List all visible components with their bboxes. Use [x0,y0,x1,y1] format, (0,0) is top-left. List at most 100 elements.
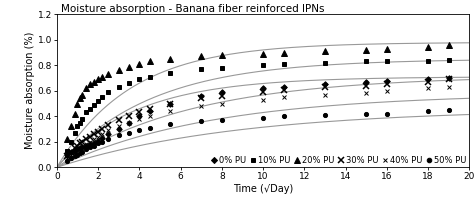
10% PU [198,68,204,70]
20% PU [363,49,369,51]
50% PU [322,114,328,116]
30% PU [74,144,80,147]
40% PU [425,87,431,89]
40% PU [126,121,132,124]
0% PU [137,115,142,118]
30% PU [100,128,105,130]
40% PU [95,135,101,138]
30% PU [73,147,78,149]
40% PU [116,125,121,128]
0% PU [260,87,266,89]
30% PU [167,102,173,105]
50% PU [74,153,80,156]
50% PU [126,132,132,134]
20% PU [384,48,390,50]
0% PU [64,153,70,156]
20% PU [95,78,101,81]
10% PU [446,59,451,61]
Y-axis label: Moisture absorption (%): Moisture absorption (%) [25,32,35,150]
50% PU [137,129,142,132]
0% PU [77,147,82,149]
40% PU [91,138,97,140]
10% PU [363,60,369,63]
30% PU [425,81,431,83]
Text: Moisture absorption - Banana fiber reinforced IPNs: Moisture absorption - Banana fiber reinf… [61,3,325,13]
30% PU [322,86,328,88]
30% PU [137,111,142,114]
30% PU [68,151,74,153]
50% PU [167,123,173,125]
20% PU [425,46,431,49]
10% PU [73,132,78,134]
10% PU [87,107,93,110]
50% PU [363,112,369,115]
0% PU [73,150,78,152]
50% PU [77,152,82,154]
0% PU [425,78,431,81]
40% PU [167,110,173,112]
20% PU [219,54,225,56]
10% PU [100,96,105,98]
20% PU [73,112,78,115]
40% PU [281,96,286,98]
0% PU [446,77,451,79]
20% PU [322,50,328,52]
20% PU [74,102,80,105]
40% PU [137,118,142,120]
30% PU [116,119,121,121]
0% PU [83,144,89,147]
Line: 20% PU: 20% PU [64,42,451,142]
Line: 10% PU: 10% PU [65,58,451,153]
Line: 30% PU: 30% PU [64,76,451,159]
20% PU [116,69,121,72]
30% PU [384,83,390,86]
10% PU [219,67,225,69]
40% PU [87,141,93,143]
0% PU [384,79,390,82]
50% PU [87,146,93,148]
30% PU [87,135,93,138]
0% PU [91,142,97,144]
30% PU [363,84,369,87]
40% PU [446,86,451,88]
0% PU [322,83,328,86]
40% PU [322,93,328,96]
50% PU [106,138,111,140]
Line: 40% PU: 40% PU [65,85,451,161]
40% PU [198,105,204,107]
50% PU [260,116,266,119]
40% PU [68,153,74,156]
10% PU [79,118,84,120]
10% PU [64,150,70,152]
40% PU [79,146,84,148]
30% PU [446,78,451,81]
Legend: 0% PU, 10% PU, 20% PU, 30% PU, 40% PU, 50% PU: 0% PU, 10% PU, 20% PU, 30% PU, 40% PU, 5… [211,156,467,165]
10% PU [167,72,173,74]
20% PU [64,138,70,140]
20% PU [91,81,97,83]
10% PU [77,121,82,124]
0% PU [126,121,132,124]
40% PU [147,115,153,118]
20% PU [77,97,82,100]
0% PU [79,146,84,148]
10% PU [83,111,89,114]
50% PU [219,119,225,121]
30% PU [83,138,89,140]
10% PU [281,63,286,65]
50% PU [384,112,390,115]
50% PU [100,141,105,143]
10% PU [91,104,97,106]
30% PU [198,97,204,100]
10% PU [384,60,390,63]
X-axis label: Time (√Day): Time (√Day) [233,184,293,194]
20% PU [147,60,153,63]
40% PU [64,157,70,160]
0% PU [281,86,286,88]
40% PU [77,147,82,149]
30% PU [95,130,101,133]
50% PU [68,157,74,160]
0% PU [116,128,121,130]
10% PU [147,75,153,78]
10% PU [116,86,121,88]
